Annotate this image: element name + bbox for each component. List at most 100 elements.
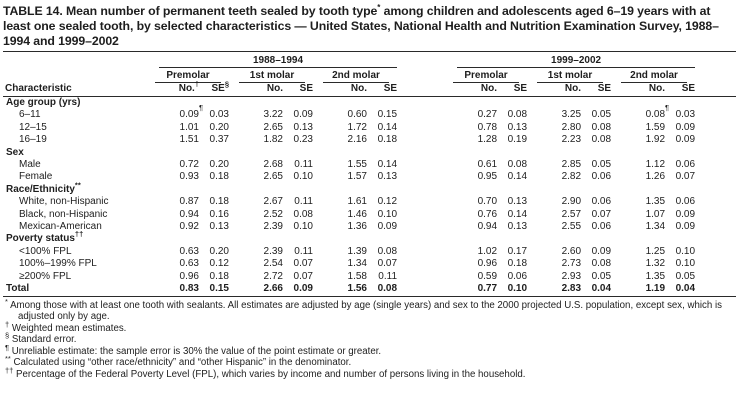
document-page: TABLE 14. Mean number of permanent teeth… <box>3 3 737 381</box>
value-cell: 2.39 <box>263 221 283 233</box>
table-row: White, non-Hispanic 0.87 0.18 2.67 0.11 1.61 0… <box>3 196 736 208</box>
row-label: 12–15 <box>19 121 47 133</box>
value-cell: 0.09 <box>591 245 612 257</box>
column-gap <box>405 283 452 297</box>
spacer <box>703 68 736 83</box>
value-cell: 0.18 <box>377 134 398 146</box>
row-label: Black, non-Hispanic <box>19 208 108 220</box>
spacer <box>703 159 736 171</box>
value-cell: 0.10 <box>293 221 313 233</box>
value-cell: 2.60 <box>561 245 582 257</box>
footnote: † Weighted mean estimates. <box>5 319 127 334</box>
value-cell: 2.65 <box>263 121 283 133</box>
value-cell: 0.63 <box>179 258 199 270</box>
value-cell: 0.05 <box>675 270 696 282</box>
value-cell: 0.20 <box>209 245 229 257</box>
row-label: Poverty status†† <box>6 230 84 245</box>
value-cell: 1.46 <box>347 208 367 220</box>
value-cell: 0.19 <box>507 134 528 146</box>
tooth-group-label: 2nd molar <box>323 68 390 83</box>
value-cell: 0.18 <box>209 270 229 282</box>
value-cell: 0.09 <box>675 221 696 233</box>
table-row: ≥200% FPL 0.96 0.18 2.72 0.07 1.58 0.11 0.59 0.0… <box>3 271 736 283</box>
value-cell: 1.39 <box>347 245 367 257</box>
column-gap <box>405 109 451 121</box>
table-row: Male 0.72 0.20 2.68 0.11 1.55 0.14 0.61 0.08 2.85… <box>3 159 736 171</box>
value-cell: 0.70 <box>477 196 498 208</box>
spacer <box>703 258 736 270</box>
value-cell: 2.93 <box>561 270 582 282</box>
spacer <box>703 246 736 258</box>
value-cell: 0.08 <box>507 109 528 121</box>
value-cell: 2.66 <box>237 283 291 297</box>
value-cell: 0.09 <box>675 208 696 220</box>
value-cell: 0.14 <box>507 171 528 183</box>
year-group-label: 1988–1994 <box>159 53 398 68</box>
value-cell: 1.51 <box>179 134 199 146</box>
column-gap <box>405 159 451 171</box>
value-cell: 0.13 <box>377 171 398 183</box>
value-cell: 0.16 <box>209 208 229 220</box>
value-cell: 0.15 <box>377 109 398 121</box>
row-label: Mexican-American <box>19 221 102 233</box>
row-label: Race/Ethnicity** <box>6 180 81 195</box>
value-cell: 0.17 <box>507 245 528 257</box>
section-row: Sex <box>3 147 736 159</box>
row-label: ≥200% FPL <box>19 270 72 282</box>
value-cell: 0.13 <box>507 221 528 233</box>
value-cell: 0.04 <box>589 283 620 297</box>
value-cell: 1.55 <box>347 159 367 171</box>
value-cell: 0.08 <box>591 134 612 146</box>
footnote: ** Calculated using “other race/ethnicit… <box>5 354 352 369</box>
se-column-header: SE <box>589 83 620 97</box>
column-gap <box>405 196 451 208</box>
value-cell: 0.93 <box>179 171 199 183</box>
table-row: 100%–199% FPL 0.63 0.12 2.54 0.07 1.34 0.07 0.9… <box>3 258 736 270</box>
value-cell: 0.27 <box>477 109 498 121</box>
characteristic-column-header: Characteristic <box>3 53 153 97</box>
column-gap <box>405 171 451 183</box>
value-cell: 0.09 <box>377 221 398 233</box>
value-cell: 0.06 <box>507 270 528 282</box>
value-cell: 0.96 <box>477 258 498 270</box>
value-cell: 2.55 <box>561 221 582 233</box>
footnote: †† Percentage of the Federal Poverty Lev… <box>5 365 526 381</box>
tooth-group-header-row: Premolar 1st molar 2nd molar Premolar 1s… <box>3 68 736 83</box>
value-cell: 0.60 <box>347 109 367 121</box>
value-cell: 0.08 <box>375 283 406 297</box>
value-cell: 0.08 <box>591 258 612 270</box>
value-cell: 0.12 <box>209 258 229 270</box>
value-cell: 0.61 <box>477 159 498 171</box>
value-cell: 0.04 <box>673 283 704 297</box>
value-cell: 0.95 <box>477 171 498 183</box>
value-cell: 0.09 <box>293 109 313 121</box>
tooth-group-label: Premolar <box>155 68 221 83</box>
value-cell: 0.13 <box>507 121 528 133</box>
tooth-group-label: 2nd molar <box>621 68 688 83</box>
value-cell: 1.61 <box>347 196 367 208</box>
value-cell: 0.11 <box>294 196 313 208</box>
footnote-marker: † <box>5 319 10 329</box>
value-cell: 2.80 <box>561 121 582 133</box>
value-cell: 1.59 <box>645 121 666 133</box>
row-label: 6–11 <box>19 109 41 121</box>
value-cell: 0.77 <box>451 283 506 297</box>
tooth-group-header: 2nd molar <box>619 68 703 83</box>
footnote: § Standard error. <box>5 331 77 346</box>
value-cell: 0.08¶ <box>645 103 670 121</box>
no-column-header: No. <box>321 83 375 97</box>
value-cell: 1.34 <box>347 258 367 270</box>
section-row: Age group (yrs) <box>3 97 736 110</box>
spacer <box>703 171 736 183</box>
row-label: Age group (yrs) <box>6 97 81 108</box>
value-cell: 1.32 <box>645 258 666 270</box>
no-column-header: No. <box>619 83 674 97</box>
column-gap <box>405 209 451 221</box>
value-cell: 0.07 <box>293 270 313 282</box>
tooth-group-header: 1st molar <box>237 68 321 83</box>
value-cell: 1.26 <box>645 171 666 183</box>
no-column-header: No. <box>451 83 506 97</box>
section-row: Poverty status†† <box>3 230 736 245</box>
table-title-text: TABLE 14. Mean number of permanent teeth… <box>3 4 378 18</box>
value-cell: 1.25 <box>645 245 666 257</box>
